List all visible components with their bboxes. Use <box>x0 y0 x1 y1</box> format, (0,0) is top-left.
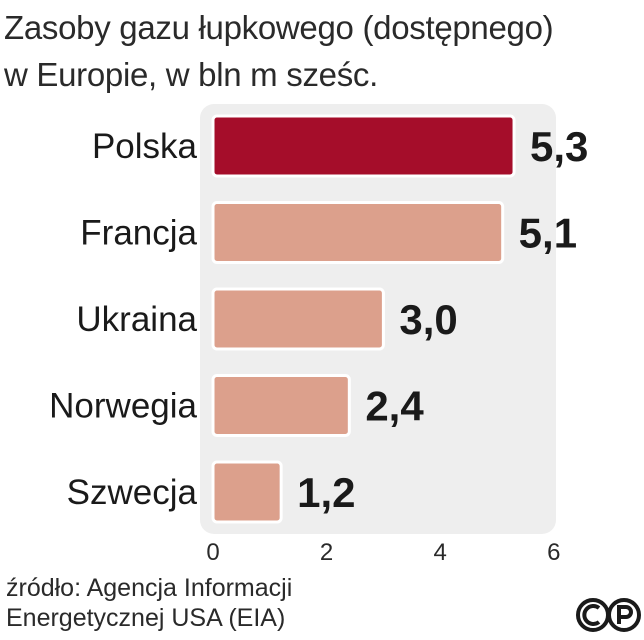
source-line-2: Energetycznej USA (EIA) <box>6 604 286 632</box>
category-label: Polska <box>92 127 198 166</box>
bar <box>211 287 385 351</box>
source-note: źródło: Agencja Informacji Energetycznej… <box>6 573 292 633</box>
value-label: 3,0 <box>399 296 457 343</box>
bar <box>211 374 351 437</box>
bar <box>211 460 283 524</box>
bar <box>211 201 505 264</box>
pap-logo-icon <box>576 598 641 632</box>
value-label: 5,3 <box>530 123 588 170</box>
value-label: 1,2 <box>297 469 355 516</box>
category-label: Norwegia <box>49 387 197 426</box>
value-label: 5,1 <box>519 210 577 257</box>
category-label: Szwecja <box>67 473 198 512</box>
category-label: Ukraina <box>76 300 197 339</box>
x-tick-label: 4 <box>434 539 447 566</box>
title-line-1: Zasoby gazu łupkowego (dostępnego) <box>4 9 554 46</box>
source-line-1: źródło: Agencja Informacji <box>6 574 293 602</box>
category-label: Francja <box>80 214 197 253</box>
x-tick-label: 6 <box>547 539 560 566</box>
x-tick-label: 0 <box>206 539 219 566</box>
x-tick-label: 2 <box>320 539 333 566</box>
title-line-2: w Europie, w bln m sześc. <box>4 56 378 93</box>
bar <box>211 114 516 178</box>
chart-title: Zasoby gazu łupkowego (dostępnego) w Eur… <box>4 4 640 98</box>
value-label: 2,4 <box>365 383 424 430</box>
